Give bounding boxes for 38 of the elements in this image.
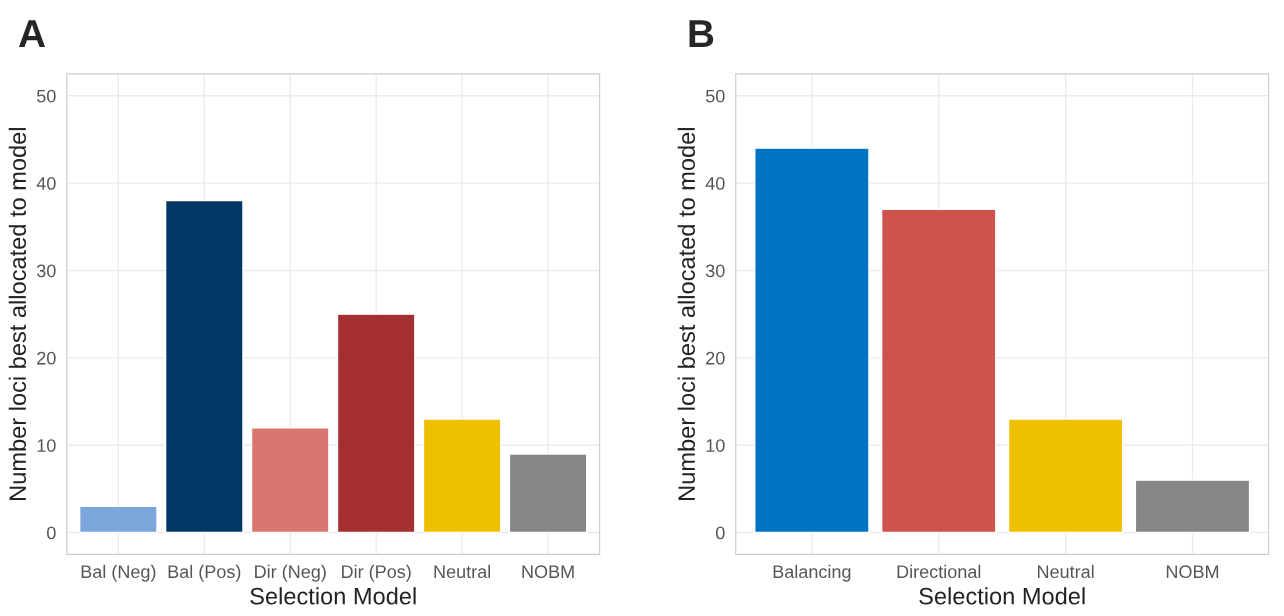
x-tick-label: Dir (Pos) [342,564,411,582]
y-tick-label: 30 [705,264,725,278]
bar [78,505,158,534]
y-tick-label: 20 [37,351,56,365]
y-tick-label: 50 [36,89,56,103]
chart-title: B [689,20,714,48]
x-axis-title: Selection Model [250,587,416,605]
x-tick-label: Neutral [1037,564,1094,579]
bar [508,453,588,534]
bar [422,418,502,534]
y-tick-label: 10 [706,439,725,452]
x-tick-label: NOBM [1166,565,1219,579]
x-tick-label: Directional [897,564,981,579]
y-tick-label: 20 [706,351,725,365]
y-tick-label: 50 [705,89,725,103]
x-tick-label: Neutral [434,564,491,579]
bar [1007,418,1124,534]
y-axis-title: Number loci best allocated to model [8,128,27,500]
y-tick-label: 0 [715,526,725,540]
x-tick-label: Balancing [773,564,851,582]
y-tick-label: 10 [37,439,56,452]
x-tick-label: Bal (Neg) [81,564,156,582]
y-tick-label: 40 [705,177,725,190]
x-axis-title: Selection Model [919,587,1085,605]
chart-title: A [18,20,46,48]
x-tick-label: Bal (Pos) [168,564,241,582]
bar [754,147,870,534]
y-tick-label: 0 [47,526,56,540]
bar [880,208,997,534]
bar [164,199,244,534]
y-tick-label: 30 [36,264,56,278]
bar [1134,479,1251,534]
x-tick-label: Dir (Neg) [255,564,326,582]
y-tick-label: 40 [36,177,56,190]
y-axis-title: Number loci best allocated to model [677,128,696,500]
bar [336,313,416,534]
x-tick-label: NOBM [522,565,574,579]
bar [250,427,330,534]
